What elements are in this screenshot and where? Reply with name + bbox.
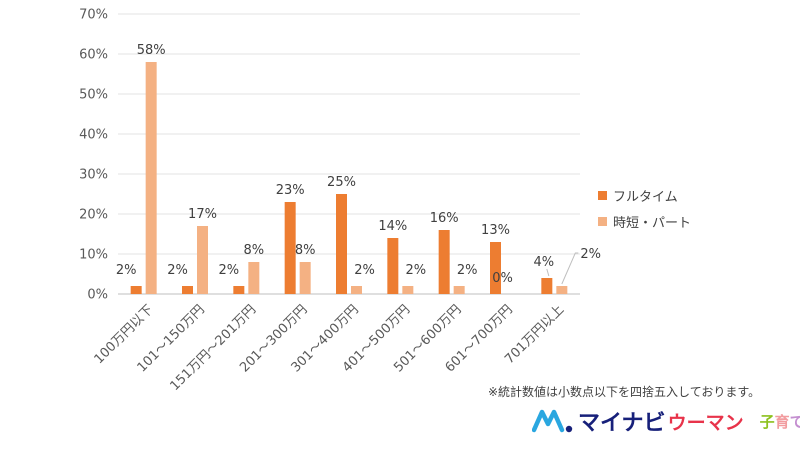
gridlines (118, 13, 580, 295)
bar-s1-c9 (541, 278, 553, 294)
brand-logo: マイナビ ウーマン 子育て (532, 405, 800, 437)
data-label-s2-c4: 8% (295, 243, 316, 258)
legend-item-fulltime: フルタイム (598, 182, 691, 208)
legend-swatch-parttime (598, 216, 607, 226)
data-label-s1-c6: 14% (378, 219, 407, 234)
bar-s2-c3 (248, 262, 260, 294)
brand-name: マイナビ (578, 411, 666, 436)
y-tick-label: 20% (79, 208, 108, 223)
bar-s1-c2 (182, 286, 193, 294)
bar-s1-c1 (130, 286, 142, 294)
brand-kids-char-1: 子 (759, 412, 775, 431)
x-axis-ticks: 100万円以下101～150万円151万円～201万円201～300万円301～… (92, 302, 568, 394)
bar-s2-c2 (197, 226, 208, 294)
data-label-s1-c4: 23% (276, 183, 305, 198)
data-label-s2-c3: 8% (244, 243, 265, 258)
bar-s2-c9 (556, 286, 568, 294)
data-labels: 2% 58% 2% 17% 2% 8% 23% 8% 25% 2% 14% 2% 16% 2% 13% 0% 4… (116, 43, 601, 286)
legend-item-parttime: 時短・パート (598, 208, 691, 234)
brand-kids-char-3: て (789, 412, 800, 431)
bar-s2-c7 (453, 286, 465, 294)
y-tick-label: 10% (79, 248, 108, 263)
data-label-s2-c2: 17% (188, 207, 217, 222)
data-label-s1-c2: 2% (167, 263, 188, 278)
bar-s2-c1 (145, 62, 157, 294)
y-tick-label: 50% (79, 88, 108, 103)
bar-s1-c8 (490, 242, 501, 294)
bars (130, 62, 568, 294)
bar-s2-c6 (402, 286, 414, 294)
data-label-s2-c5: 2% (354, 263, 375, 278)
x-tick-label: 151万円～201万円 (167, 302, 259, 394)
legend-swatch-fulltime (598, 190, 607, 200)
data-label-s1-c5: 25% (327, 175, 356, 190)
bar-s1-c6 (387, 238, 399, 294)
data-label-s1-c9: 4% (534, 255, 555, 270)
legend-label-parttime: 時短・パート (613, 215, 692, 231)
footnote: ※統計数値は小数点以下を四捨五入しております。 (488, 385, 761, 399)
data-label-s2-c9: 2% (580, 247, 601, 262)
y-tick-label: 60% (79, 48, 108, 63)
legend-label-fulltime: フルタイム (613, 189, 678, 205)
data-label-s2-c6: 2% (406, 263, 427, 278)
bar-s1-c5 (336, 194, 347, 294)
bar-s2-c5 (351, 286, 362, 294)
brand-kids: 子育て (760, 411, 800, 432)
data-label-s1-c1: 2% (116, 263, 137, 278)
leader-line (561, 252, 579, 285)
y-tick-label: 30% (79, 168, 108, 183)
y-axis-ticks: 0% 10% 20% 30% 40% 50% 60% 70% (79, 8, 108, 303)
bar-s1-c3 (233, 286, 245, 294)
brand-kids-char-2: 育 (774, 412, 790, 431)
y-tick-label: 40% (79, 128, 108, 143)
legend: フルタイム 時短・パート (598, 182, 691, 234)
leader-lines (546, 252, 579, 285)
bar-s1-c7 (438, 230, 450, 294)
data-label-s2-c7: 2% (457, 263, 478, 278)
data-label-s2-c1: 58% (137, 43, 166, 58)
leader-line (546, 268, 550, 277)
bar-s1-c4 (284, 202, 296, 294)
brand-subname: ウーマン (667, 411, 744, 434)
data-label-s2-c8: 0% (492, 271, 513, 286)
y-tick-label: 0% (87, 288, 108, 303)
bar-s2-c4 (299, 262, 311, 294)
data-label-s1-c3: 2% (219, 263, 240, 278)
y-tick-label: 70% (79, 8, 108, 23)
data-label-s1-c8: 13% (481, 223, 510, 238)
data-label-s1-c7: 16% (430, 211, 459, 226)
brand-mark-icon (532, 409, 573, 433)
